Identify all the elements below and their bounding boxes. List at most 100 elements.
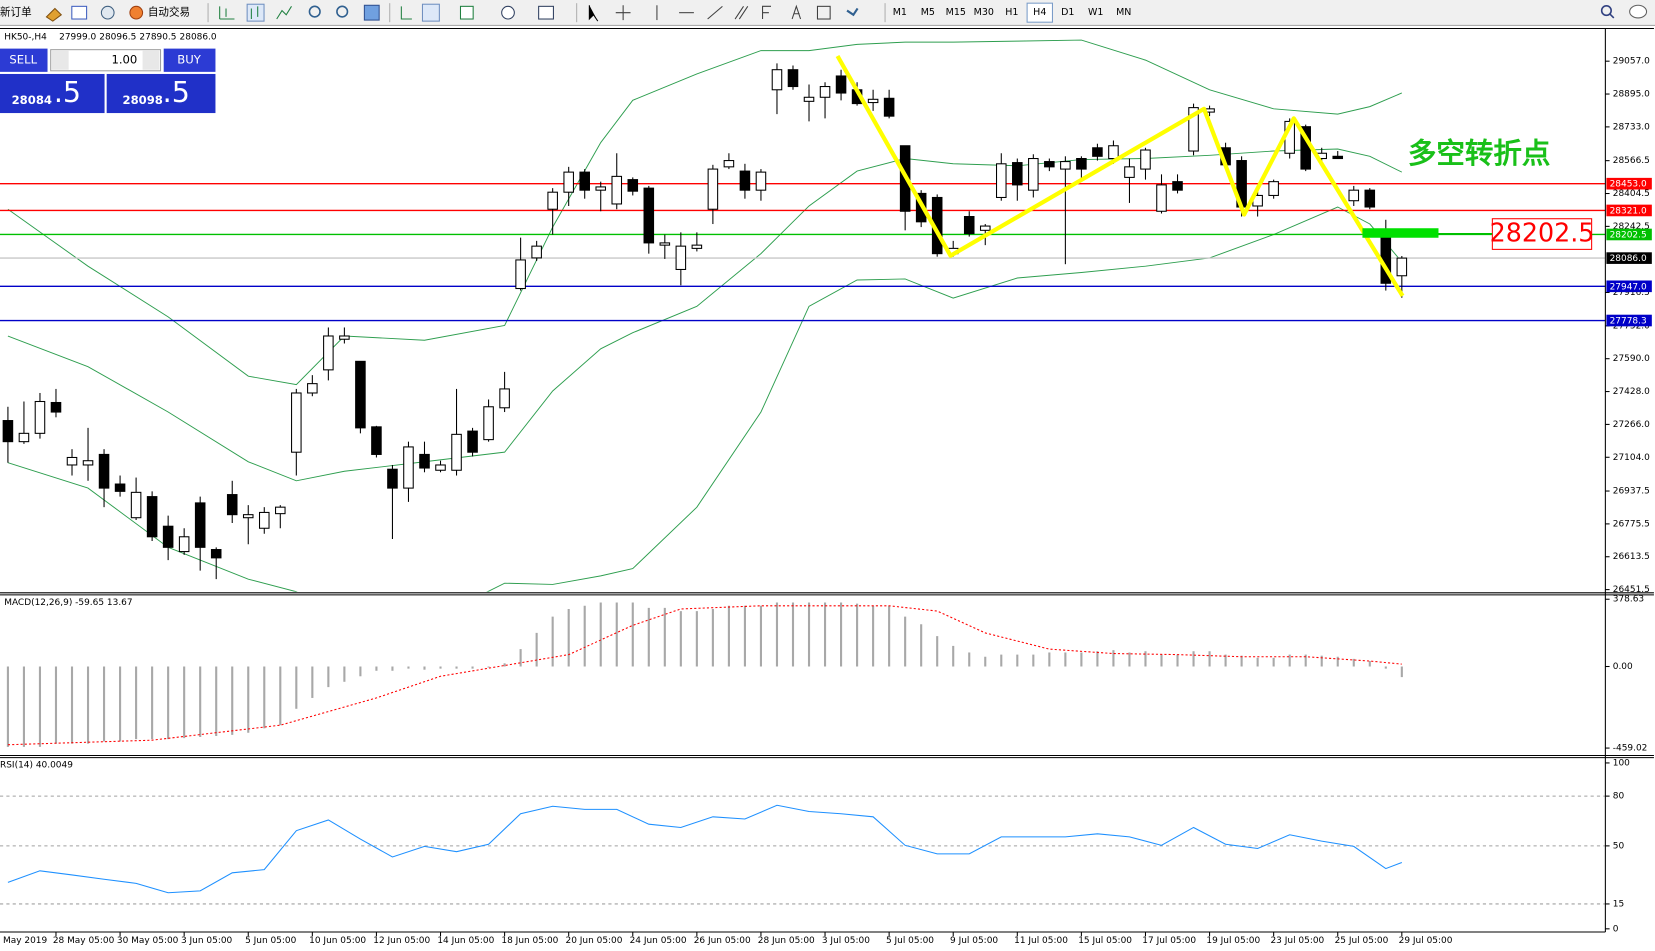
candle-body xyxy=(210,549,222,559)
ask-price[interactable]: 28098 xyxy=(123,93,163,107)
x-tick-label: 24 May 2019 xyxy=(0,936,47,946)
level-price-label: 27947.0 xyxy=(1610,282,1647,292)
icon-bar-chart[interactable] xyxy=(219,6,235,20)
new-order-button[interactable]: 新订单 xyxy=(0,6,32,19)
icon-orders[interactable] xyxy=(45,7,63,22)
icon-arrows[interactable] xyxy=(846,7,859,17)
level-price-box xyxy=(1606,314,1652,327)
candle-body xyxy=(979,225,991,231)
y-tick-label: 28566.5 xyxy=(1613,156,1650,166)
timeframes: M1 M5 M15 M30 H1 H4 D1 W1 MN xyxy=(893,2,1131,23)
icon-fibo[interactable] xyxy=(762,5,771,20)
timeframe-button[interactable]: H1 xyxy=(1005,7,1018,18)
icon-shift[interactable] xyxy=(421,3,440,22)
icon-zoom-in[interactable] xyxy=(308,5,321,18)
candle-body xyxy=(611,175,623,205)
candle-body xyxy=(1268,181,1279,196)
timeframe-button[interactable]: M30 xyxy=(974,7,994,18)
y-tick-label: 100 xyxy=(1613,758,1630,768)
x-tick-label: 28 May 05:00 xyxy=(53,936,115,946)
x-tick-label: 30 May 05:00 xyxy=(117,936,179,946)
candle-body xyxy=(114,483,126,492)
candle-body xyxy=(419,453,430,469)
sell-label[interactable]: SELL xyxy=(9,53,37,67)
icon-tile[interactable] xyxy=(363,4,380,21)
icon-chart[interactable] xyxy=(71,5,88,20)
candle-body xyxy=(563,171,574,193)
auto-trading-button[interactable]: 自动交易 xyxy=(148,6,190,19)
bid-fraction[interactable]: .5 xyxy=(54,76,81,109)
icon-text[interactable] xyxy=(791,4,802,20)
candle-body xyxy=(34,400,46,434)
timeframe-button[interactable]: H4 xyxy=(1033,7,1046,18)
x-tick-label: 3 Jul 05:00 xyxy=(822,936,870,946)
icon-label[interactable] xyxy=(816,5,831,20)
icon-templates[interactable] xyxy=(538,5,554,20)
y-tick-label: 27266.0 xyxy=(1613,420,1650,430)
candle-body xyxy=(50,401,62,413)
icon-crosshair[interactable] xyxy=(615,5,631,21)
level-price-box xyxy=(1606,252,1652,264)
timeframe-button[interactable]: D1 xyxy=(1061,7,1074,18)
candle-body xyxy=(1156,184,1167,212)
icon-candles[interactable] xyxy=(246,3,265,22)
icon-indicators[interactable] xyxy=(459,5,474,20)
x-tick-label: 17 Jul 05:00 xyxy=(1142,936,1196,946)
y-tick-label: 28733.0 xyxy=(1613,122,1650,132)
bid-box[interactable] xyxy=(0,73,105,114)
icon-search[interactable] xyxy=(1600,5,1612,17)
icon-trendline[interactable] xyxy=(707,5,723,20)
icon-search-handle xyxy=(1609,13,1615,19)
lot-value[interactable]: 1.00 xyxy=(111,53,137,67)
chart-symbol: HK50-,H4 xyxy=(4,32,47,42)
lot-input[interactable] xyxy=(50,49,162,72)
candle-body xyxy=(1124,166,1135,178)
ask-box[interactable] xyxy=(106,73,216,114)
ask-fraction[interactable]: .5 xyxy=(163,76,190,109)
y-tick-label: 27916.5 xyxy=(1613,288,1650,298)
y-tick-label: -459.02 xyxy=(1613,744,1648,754)
icon-signals[interactable] xyxy=(100,5,115,20)
candle-body xyxy=(803,96,815,102)
zigzag-drawing xyxy=(835,54,1405,297)
icon-cursor[interactable] xyxy=(588,5,599,22)
y-tick-label: 50 xyxy=(1613,841,1625,851)
ohlc-value: 28086.0 xyxy=(180,32,217,42)
x-tick-label: 9 Jul 05:00 xyxy=(950,936,998,946)
buy-label[interactable]: BUY xyxy=(177,53,201,67)
icon-autoscroll[interactable] xyxy=(400,6,412,20)
timeframe-button[interactable]: M15 xyxy=(946,7,966,18)
y-tick-label: 29057.0 xyxy=(1613,57,1650,67)
candle-body xyxy=(146,496,158,538)
candle-body xyxy=(451,433,462,471)
candle-body xyxy=(387,468,398,489)
timeframe-button[interactable]: W1 xyxy=(1088,7,1103,18)
y-tick-label: 80 xyxy=(1613,792,1625,802)
candle-body xyxy=(194,502,206,548)
candle-body xyxy=(1012,162,1023,186)
icon-auto-trading[interactable] xyxy=(129,5,144,20)
x-tick-label: 5 Jul 05:00 xyxy=(886,936,934,946)
y-tick-label: 28242.5 xyxy=(1613,222,1650,232)
lot-down[interactable] xyxy=(51,50,69,70)
chart-bg xyxy=(0,27,1654,951)
candle-body xyxy=(1140,149,1151,170)
candle-body xyxy=(18,432,30,443)
icon-zoom-out[interactable] xyxy=(336,5,349,18)
timeframe-button[interactable]: M1 xyxy=(893,7,907,18)
icon-chat[interactable] xyxy=(1629,4,1648,19)
icon-line-chart[interactable] xyxy=(276,6,292,20)
candle-body xyxy=(691,244,703,249)
sell-button[interactable] xyxy=(0,48,48,72)
x-tick-label: 26 Jun 05:00 xyxy=(694,936,751,946)
timeframe-button[interactable]: MN xyxy=(1116,7,1131,18)
timeframe-button[interactable]: M5 xyxy=(921,7,935,18)
icon-channel[interactable] xyxy=(734,6,749,20)
buy-button[interactable] xyxy=(163,48,216,72)
lot-up[interactable] xyxy=(142,50,160,70)
x-tick-label: 10 Jun 05:00 xyxy=(309,936,366,946)
icon-periods[interactable] xyxy=(501,5,515,20)
price-callout-box xyxy=(1491,218,1593,250)
bid-price[interactable]: 28084 xyxy=(12,93,52,107)
